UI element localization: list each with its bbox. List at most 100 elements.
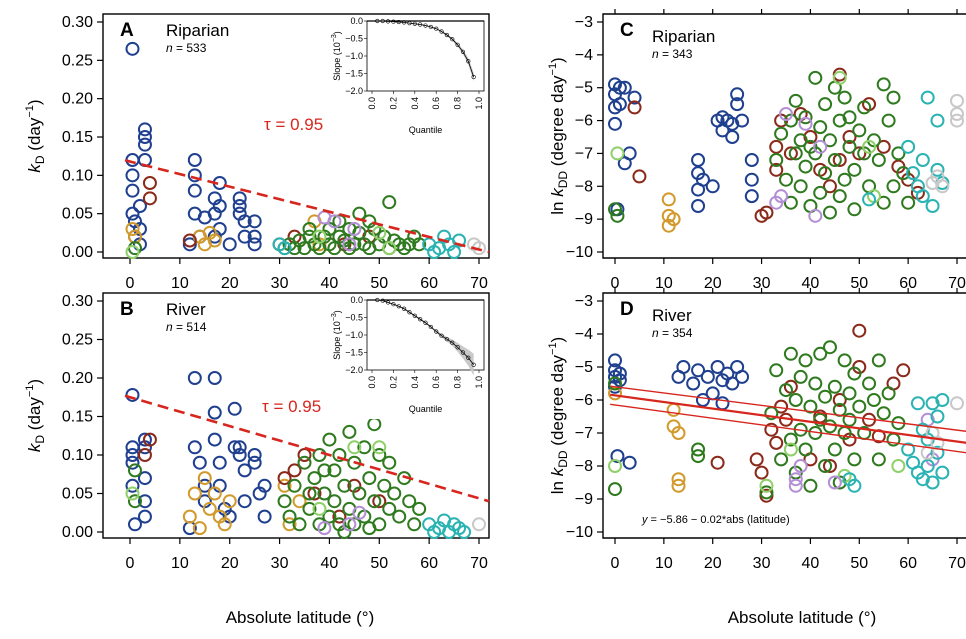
y-tick-label: −7: [575, 145, 593, 162]
data-point: [277, 494, 292, 509]
data-point: [222, 237, 237, 252]
data-point: [788, 93, 803, 108]
data-point: [793, 369, 808, 384]
inset-slope-point: [375, 18, 380, 24]
data-point: [622, 455, 637, 470]
data-point: [666, 212, 681, 227]
data-point: [257, 478, 272, 493]
quantile-regression-line: [124, 159, 490, 254]
sample-size-label: n = 533: [166, 41, 207, 55]
data-point: [803, 399, 818, 414]
data-point: [187, 168, 202, 183]
inset-slope-line: [377, 299, 474, 365]
data-point: [783, 195, 798, 210]
data-point: [382, 241, 397, 256]
inset-slope-point: [428, 324, 433, 330]
data-point: [232, 448, 247, 462]
inset-slope-point: [412, 21, 417, 26]
x-tick-label: 30: [271, 275, 289, 292]
data-point: [287, 478, 302, 493]
inset-background: [329, 297, 486, 419]
inset-x-tick-label: 0.8: [453, 376, 463, 389]
data-point: [847, 202, 862, 217]
data-point: [247, 455, 262, 470]
inset-y-tick-label: −1.0: [345, 330, 363, 340]
data-point: [608, 202, 622, 217]
inset-slope-point: [460, 350, 466, 355]
data-point: [197, 478, 212, 493]
data-point: [292, 494, 307, 509]
x-tick-label: 0: [611, 275, 620, 292]
inset-slope-point: [418, 22, 423, 27]
data-point: [901, 139, 916, 154]
data-point: [608, 116, 622, 131]
x-tick-label: 20: [704, 275, 722, 292]
x-tick-label: 40: [321, 275, 339, 292]
y-tick-label: −5: [575, 359, 593, 376]
data-point: [691, 442, 706, 457]
data-point: [730, 97, 745, 112]
data-point: [372, 494, 387, 509]
data-point: [730, 87, 745, 102]
data-point: [847, 162, 862, 177]
panel-letter: A: [120, 20, 134, 41]
data-point: [207, 486, 222, 501]
x-tick-label: 10: [655, 275, 673, 292]
inset-slope-point: [391, 19, 396, 24]
inset-x-tick-label: 1.0: [474, 97, 484, 110]
data-point: [612, 97, 627, 112]
y-tick-label: −8: [575, 178, 593, 195]
data-point: [695, 393, 710, 407]
x-tick-label: 0: [126, 555, 135, 572]
x-tick-label: 30: [753, 275, 771, 292]
data-point: [798, 159, 813, 174]
data-point: [798, 353, 813, 368]
data-point: [362, 471, 377, 486]
data-point: [818, 97, 833, 112]
data-point: [447, 245, 462, 259]
data-point: [372, 440, 387, 455]
data-point: [342, 517, 357, 532]
data-point: [302, 222, 317, 236]
data-point: [852, 399, 867, 414]
x-tick-label: 10: [171, 275, 189, 292]
data-point: [192, 521, 207, 536]
data-point: [774, 452, 789, 467]
inset-x-tick-label: 0.4: [410, 97, 420, 110]
x-axis-label-right: Absolute latitude (°): [728, 608, 877, 627]
data-point: [322, 432, 337, 447]
data-point: [247, 229, 262, 244]
data-point: [317, 521, 332, 536]
x-tick-label: 40: [802, 555, 820, 572]
data-point: [818, 389, 833, 404]
data-point: [327, 241, 342, 256]
data-point: [862, 192, 877, 207]
data-point: [779, 172, 793, 187]
y-tick-label: −3: [575, 293, 593, 310]
inset-slope-point: [455, 345, 460, 350]
panel-title: River: [652, 306, 692, 325]
data-point: [671, 426, 686, 440]
y-tick-label: 0.10: [62, 447, 93, 464]
data-point: [622, 146, 637, 161]
data-point: [232, 191, 247, 206]
data-point: [627, 90, 642, 105]
data-point: [452, 233, 467, 248]
data-point: [372, 225, 387, 240]
x-tick-label: 60: [899, 275, 917, 292]
data-point: [610, 449, 625, 464]
data-point: [312, 448, 327, 462]
data-point: [779, 107, 793, 121]
data-point: [457, 525, 472, 539]
data-point: [710, 455, 725, 470]
data-point: [779, 383, 793, 398]
data-point: [847, 478, 862, 493]
data-point: [282, 517, 297, 532]
inset-plot: 0.0 −0.5 −1.0 −1.5 −2.0 0.0 0.2 0.4 0.6 0.8 1.0 Slo…: [329, 16, 486, 140]
inset-slope-point: [391, 302, 396, 307]
data-point: [302, 486, 317, 501]
data-point: [182, 509, 197, 524]
data-point: [302, 501, 317, 516]
plot-frame: [602, 292, 966, 539]
data-point: [901, 195, 916, 210]
